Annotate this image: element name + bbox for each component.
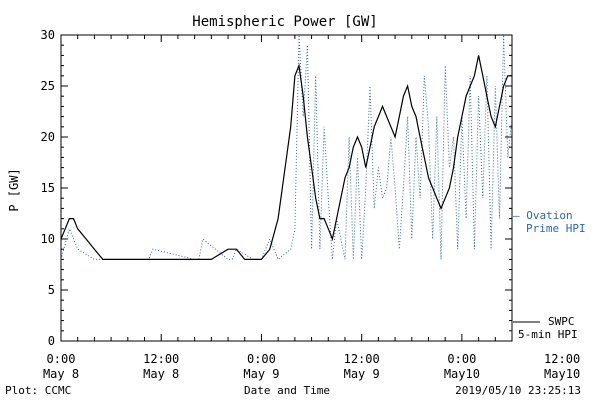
legend-ovation-line1: — Ovation <box>513 209 573 222</box>
y-tick-label: 25 <box>41 79 55 93</box>
x-tick-label-time: 12:00 <box>344 352 380 366</box>
plot-credit: Plot: CCMC <box>5 384 71 397</box>
series-ovation-prime-hpi <box>61 35 512 261</box>
legend-swpc-line1: SWPC <box>548 315 575 328</box>
chart-title: Hemispheric Power [GW] <box>192 14 377 30</box>
x-tick-label-date: May 8 <box>43 367 79 381</box>
x-tick-label-time: 0:00 <box>47 352 76 366</box>
x-tick-label-date: May10 <box>544 367 580 381</box>
y-tick-label: 30 <box>41 28 55 42</box>
y-tick-label: 5 <box>48 283 55 297</box>
y-tick-label: 10 <box>41 232 55 246</box>
x-tick-label-time: 0:00 <box>247 352 276 366</box>
x-tick-label-time: 12:00 <box>544 352 580 366</box>
timestamp: 2019/05/10 23:25:13 <box>455 384 581 397</box>
legend: — Ovation Prime HPI SWPC 5-min HPI <box>513 209 586 341</box>
x-tick-label-date: May 9 <box>243 367 279 381</box>
x-tick-label-date: May10 <box>444 367 480 381</box>
x-tick-label-time: 12:00 <box>143 352 179 366</box>
legend-ovation-line2: Prime HPI <box>526 222 586 235</box>
y-axis-label: P [GW] <box>7 168 21 211</box>
plot-frame <box>60 34 513 342</box>
y-tick-label: 20 <box>41 130 55 144</box>
x-axis-label: Date and Time <box>244 384 330 397</box>
x-tick-label-time: 0:00 <box>447 352 476 366</box>
series-swpc-5min-hpi <box>61 55 512 260</box>
legend-swpc-line2: 5-min HPI <box>518 328 578 341</box>
y-tick-label: 15 <box>41 181 55 195</box>
y-tick-label: 0 <box>48 334 55 348</box>
x-tick-label-date: May 9 <box>344 367 380 381</box>
x-tick-label-date: May 8 <box>143 367 179 381</box>
